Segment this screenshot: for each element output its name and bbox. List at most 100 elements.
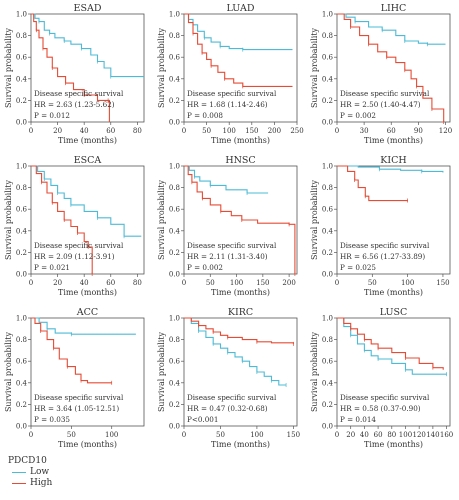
y-tick-label-kirc: 0.4	[169, 379, 181, 387]
x-tick-label-acc: 100	[105, 431, 118, 439]
y-tick-label-hnsc: 1.0	[169, 163, 180, 171]
x-tick-label-kirc: 0	[182, 431, 186, 439]
y-tick-label-hnsc: 0.0	[169, 271, 180, 279]
hazard-ratio-kirc: HR = 0.47 (0.32-0.68)	[187, 404, 268, 413]
hazard-ratio-esad: HR = 2.63 (1.23-5.62)	[34, 100, 115, 109]
panel-title-esca: ESCA	[74, 155, 102, 166]
y-tick-label-hnsc: 0.6	[169, 206, 181, 214]
y-tick-label-luad: 0.2	[169, 97, 180, 105]
x-tick-label-lusc: 140	[426, 431, 439, 439]
annotation-label-esad: Disease specific survival	[34, 89, 124, 98]
x-tick-label-luad: 0	[182, 127, 186, 135]
x-tick-label-lihc: 90	[414, 127, 423, 135]
x-tick-label-esca: 80	[133, 279, 142, 287]
y-tick-label-kich: 0.4	[322, 227, 334, 235]
x-axis-title-kirc: Time (months)	[211, 440, 270, 449]
x-axis-title-kich: Time (months)	[364, 288, 423, 297]
x-tick-label-kich: 100	[401, 279, 414, 287]
hazard-ratio-luad: HR = 1.68 (1.14-2.46)	[187, 100, 268, 109]
x-tick-label-lusc: 80	[387, 431, 396, 439]
x-tick-label-lusc: 0	[335, 431, 339, 439]
x-axis-title-lihc: Time (months)	[364, 136, 423, 145]
y-axis-title-esad: Survival probability	[4, 27, 13, 108]
km-curve-lihc-low	[337, 13, 446, 45]
legend: PDCD10 Low High	[8, 456, 52, 489]
x-tick-label-kich: 150	[436, 279, 449, 287]
x-tick-label-lihc: 120	[439, 127, 452, 135]
panel-title-hnsc: HNSC	[225, 155, 255, 166]
panel-title-kirc: KIRC	[228, 307, 253, 318]
x-tick-label-hnsc: 0	[182, 279, 186, 287]
y-tick-label-hnsc: 0.2	[169, 249, 180, 257]
hazard-ratio-esca: HR = 2.09 (1.12-3.91)	[34, 252, 115, 261]
y-tick-label-esca: 1.0	[16, 163, 27, 171]
panel-title-esad: ESAD	[74, 3, 102, 14]
y-tick-label-kirc: 0.0	[169, 423, 180, 431]
panel-title-acc: ACC	[76, 307, 98, 318]
y-tick-label-kirc: 0.8	[169, 336, 180, 344]
y-tick-label-lihc: 0.8	[322, 32, 333, 40]
x-tick-label-esad: 20	[53, 127, 62, 135]
km-curve-kirc-low	[184, 317, 287, 386]
panel-title-lihc: LIHC	[381, 3, 407, 14]
plot-frame-kirc	[183, 317, 298, 427]
p-value-kich: P = 0.025	[340, 263, 376, 272]
x-tick-label-lusc: 20	[346, 431, 355, 439]
plot-frame-esca	[30, 165, 145, 275]
y-tick-label-acc: 0.4	[16, 379, 28, 387]
x-tick-label-esad: 60	[106, 127, 115, 135]
y-axis-title-lusc: Survival probability	[310, 331, 319, 412]
y-axis-title-esca: Survival probability	[4, 179, 13, 260]
y-tick-label-luad: 0.0	[169, 119, 180, 127]
x-axis-title-acc: Time (months)	[58, 440, 117, 449]
x-tick-label-hnsc: 150	[256, 279, 269, 287]
y-tick-label-acc: 0.8	[16, 336, 27, 344]
hazard-ratio-lihc: HR = 2.50 (1.40-4.47)	[340, 100, 421, 109]
x-tick-label-lusc: 60	[374, 431, 383, 439]
x-axis-title-esca: Time (months)	[58, 288, 117, 297]
legend-swatch-low	[12, 472, 26, 473]
y-tick-label-lusc: 0.0	[322, 423, 333, 431]
plot-frame-hnsc	[183, 165, 298, 275]
x-tick-label-hnsc: 50	[206, 279, 215, 287]
p-value-esad: P = 0.012	[34, 111, 70, 120]
y-axis-title-lihc: Survival probability	[310, 27, 319, 108]
y-tick-label-kirc: 0.6	[169, 358, 181, 366]
y-tick-label-lihc: 1.0	[322, 11, 333, 19]
y-tick-label-esad: 0.6	[16, 54, 28, 62]
panel-title-lusc: LUSC	[380, 307, 408, 318]
annotation-label-hnsc: Disease specific survival	[187, 241, 277, 250]
y-tick-label-esca: 0.4	[16, 227, 28, 235]
y-axis-title-acc: Survival probability	[4, 331, 13, 412]
legend-label-high: High	[30, 478, 53, 488]
km-curve-esad-high	[31, 13, 110, 122]
x-tick-label-esca: 40	[80, 279, 89, 287]
y-tick-label-esca: 0.0	[16, 271, 27, 279]
y-tick-label-lihc: 0.6	[322, 54, 334, 62]
x-tick-label-hnsc: 100	[230, 279, 243, 287]
km-curve-luad-high	[184, 13, 293, 87]
annotation-label-acc: Disease specific survival	[34, 393, 124, 402]
plot-frame-lusc	[336, 317, 451, 427]
y-tick-label-kich: 0.0	[322, 271, 333, 279]
x-tick-label-luad: 250	[290, 127, 303, 135]
x-tick-label-lusc: 40	[360, 431, 369, 439]
hazard-ratio-lusc: HR = 0.58 (0.37-0.90)	[340, 404, 421, 413]
y-tick-label-kirc: 1.0	[169, 315, 180, 323]
annotation-label-kich: Disease specific survival	[340, 241, 430, 250]
y-tick-label-lusc: 1.0	[322, 315, 333, 323]
y-tick-label-esad: 0.0	[16, 119, 27, 127]
x-tick-label-lusc: 100	[399, 431, 412, 439]
plot-frame-kich	[336, 165, 451, 275]
y-tick-label-esca: 0.6	[16, 206, 28, 214]
x-axis-title-hnsc: Time (months)	[211, 288, 270, 297]
km-curve-kich-low	[337, 165, 444, 173]
x-tick-label-lihc: 30	[360, 127, 369, 135]
p-value-kirc: P<0.001	[187, 415, 218, 424]
y-tick-label-lusc: 0.4	[322, 379, 334, 387]
x-axis-title-lusc: Time (months)	[364, 440, 423, 449]
x-tick-label-lihc: 0	[335, 127, 339, 135]
hazard-ratio-acc: HR = 3.64 (1.05-12.51)	[34, 404, 119, 413]
km-curve-luad-low	[184, 13, 293, 51]
legend-item-high: High	[8, 478, 52, 489]
